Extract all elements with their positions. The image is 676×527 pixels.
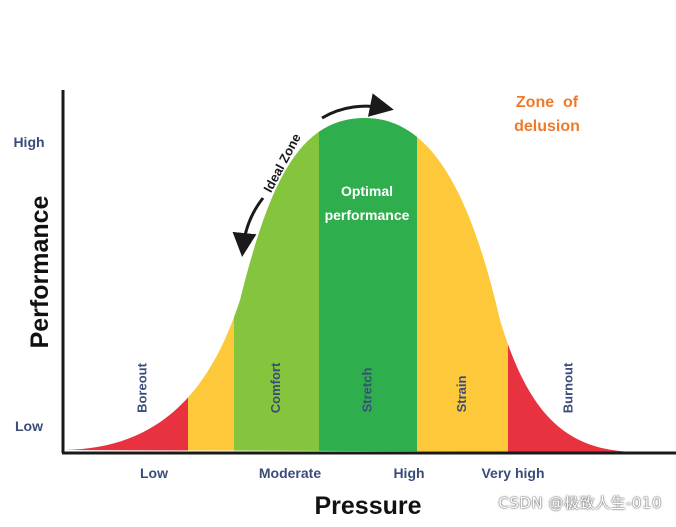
zone-label-stretch: Stretch [359, 368, 374, 413]
zone-label-boreout: Boreout [134, 362, 149, 413]
optimal-label-line2: performance [325, 207, 410, 223]
y-tick-high: High [13, 134, 44, 150]
x-tick-high: High [393, 465, 424, 481]
y-axis-title: Performance [26, 195, 54, 348]
zone-band-burnout [508, 118, 640, 452]
zone-labels: Boreout Comfort Stretch Strain Burnout [134, 362, 575, 413]
x-tick-moderate: Moderate [259, 465, 321, 481]
ideal-zone-arrow-right [321, 93, 394, 120]
x-tick-very-high: Very high [481, 465, 544, 481]
zone-label-comfort: Comfort [268, 362, 283, 413]
delusion-label-line2: delusion [514, 118, 580, 135]
zone-band-transition-1 [188, 118, 234, 452]
zone-band-stretch [319, 118, 417, 452]
y-tick-low: Low [15, 418, 43, 434]
ideal-zone-arrow-down [232, 197, 265, 257]
watermark: CSDN @极致人生-010 [498, 494, 662, 512]
zone-band-boreout [65, 118, 188, 452]
zone-label-burnout: Burnout [560, 362, 575, 413]
x-tick-low: Low [140, 465, 168, 481]
zone-label-strain: Strain [454, 376, 469, 413]
x-axis-title: Pressure [314, 492, 421, 520]
delusion-label-line1: Zone of [516, 94, 579, 111]
optimal-label-line1: Optimal [341, 183, 393, 199]
